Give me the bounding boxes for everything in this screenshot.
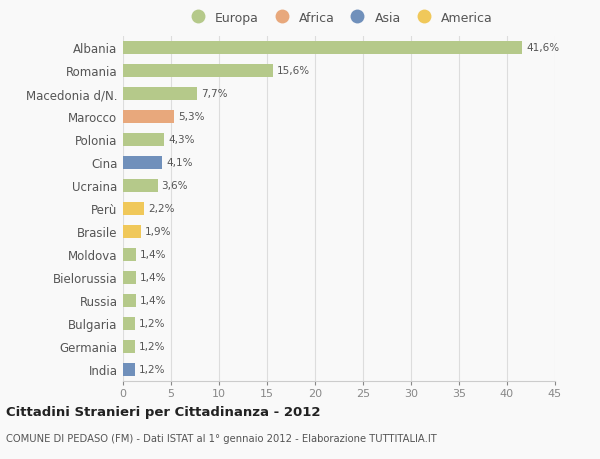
Bar: [123, 363, 134, 376]
Bar: [123, 179, 158, 192]
Text: 4,3%: 4,3%: [168, 135, 194, 145]
Text: 41,6%: 41,6%: [526, 43, 559, 53]
Text: 4,1%: 4,1%: [166, 158, 193, 168]
Text: 1,4%: 1,4%: [140, 296, 167, 306]
Text: 3,6%: 3,6%: [161, 181, 188, 191]
Text: 1,9%: 1,9%: [145, 227, 172, 237]
Bar: [123, 134, 164, 146]
Bar: [123, 202, 144, 215]
Text: 1,2%: 1,2%: [139, 364, 165, 375]
Bar: [123, 294, 136, 307]
Bar: [123, 42, 523, 55]
Text: 15,6%: 15,6%: [277, 66, 310, 76]
Bar: [123, 248, 136, 261]
Bar: [123, 225, 141, 238]
Bar: [123, 317, 134, 330]
Text: 7,7%: 7,7%: [201, 89, 227, 99]
Text: COMUNE DI PEDASO (FM) - Dati ISTAT al 1° gennaio 2012 - Elaborazione TUTTITALIA.: COMUNE DI PEDASO (FM) - Dati ISTAT al 1°…: [6, 433, 437, 442]
Text: 1,4%: 1,4%: [140, 250, 167, 260]
Bar: [123, 271, 136, 284]
Text: Cittadini Stranieri per Cittadinanza - 2012: Cittadini Stranieri per Cittadinanza - 2…: [6, 405, 320, 419]
Text: 2,2%: 2,2%: [148, 204, 175, 214]
Bar: [123, 111, 174, 123]
Text: 1,2%: 1,2%: [139, 319, 165, 329]
Bar: [123, 157, 163, 169]
Text: 1,2%: 1,2%: [139, 341, 165, 352]
Bar: [123, 340, 134, 353]
Legend: Europa, Africa, Asia, America: Europa, Africa, Asia, America: [182, 9, 496, 27]
Text: 1,4%: 1,4%: [140, 273, 167, 283]
Bar: [123, 88, 197, 101]
Bar: [123, 65, 273, 78]
Text: 5,3%: 5,3%: [178, 112, 204, 122]
